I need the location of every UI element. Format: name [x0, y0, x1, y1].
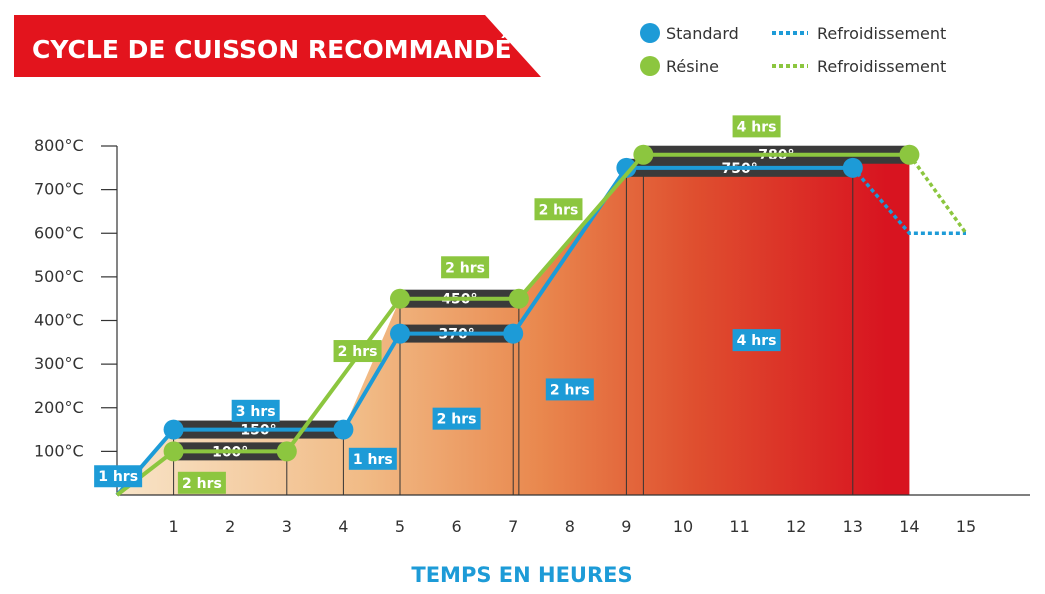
- duration-badge: [732, 329, 781, 352]
- legend-dot-resine: [640, 56, 660, 76]
- duration-label: 2 hrs: [338, 344, 378, 360]
- x-axis-label: TEMPS EN HEURES: [411, 563, 632, 587]
- x-tick-label: 10: [673, 517, 693, 536]
- series-marker: [899, 144, 920, 165]
- legend-label-cooling-standard: Refroidissement: [817, 24, 946, 43]
- series-marker: [333, 419, 354, 440]
- duration-badge: [333, 340, 382, 363]
- y-tick-label: 800°C: [34, 136, 84, 155]
- duration-label: 2 hrs: [437, 412, 477, 428]
- series-marker: [508, 288, 529, 309]
- duration-badge: [432, 407, 481, 430]
- x-tick-label: 6: [452, 517, 462, 536]
- legend-label-resine: Résine: [666, 57, 719, 76]
- y-tick-label: 100°C: [34, 441, 84, 460]
- series-marker: [390, 323, 410, 344]
- duration-badge: [177, 471, 226, 494]
- duration-badge: [348, 447, 397, 470]
- plot-area: 150°100°450°370°780°750°100°C200°C300°C4…: [34, 115, 1030, 536]
- legend-dot-standard: [640, 23, 660, 43]
- y-tick-label: 600°C: [34, 223, 84, 242]
- legend: Standard Résine Refroidissement Refroidi…: [640, 23, 946, 76]
- legend-label-cooling-resine: Refroidissement: [817, 57, 946, 76]
- chart-title: CYCLE DE CUISSON RECOMMANDÉ: [32, 35, 512, 64]
- x-tick-label: 7: [508, 517, 518, 536]
- y-tick-label: 500°C: [34, 267, 84, 286]
- duration-label: 2 hrs: [182, 476, 222, 492]
- y-tick-label: 400°C: [34, 311, 84, 330]
- cooling-line: [907, 153, 968, 235]
- x-tick-label: 13: [843, 517, 863, 536]
- x-tick-label: 12: [786, 517, 806, 536]
- duration-badge: [732, 115, 781, 138]
- series-marker: [276, 441, 297, 462]
- duration-label: 4 hrs: [737, 119, 777, 135]
- x-tick-label: 3: [282, 517, 292, 536]
- x-tick-label: 11: [729, 517, 749, 536]
- legend-label-standard: Standard: [666, 24, 739, 43]
- duration-label: 1 hrs: [353, 452, 393, 468]
- x-tick-label: 15: [956, 517, 976, 536]
- y-tick-label: 200°C: [34, 398, 84, 417]
- x-tick-label: 1: [169, 517, 179, 536]
- duration-badge: [231, 399, 280, 422]
- series-marker: [163, 419, 184, 440]
- duration-label: 2 hrs: [445, 260, 485, 276]
- series-marker: [503, 323, 524, 344]
- duration-label: 2 hrs: [539, 202, 579, 218]
- x-tick-label: 14: [899, 517, 919, 536]
- x-tick-label: 4: [338, 517, 348, 536]
- series-marker: [390, 288, 410, 309]
- duration-badge: [441, 256, 490, 279]
- series-marker: [633, 144, 654, 165]
- duration-label: 3 hrs: [236, 404, 276, 420]
- y-tick-label: 700°C: [34, 180, 84, 199]
- duration-badge: [94, 465, 143, 488]
- series-marker: [842, 157, 863, 178]
- x-tick-label: 2: [225, 517, 235, 536]
- duration-label: 4 hrs: [737, 333, 777, 349]
- series-marker: [616, 157, 637, 178]
- duration-label: 2 hrs: [550, 382, 590, 398]
- duration-badge: [534, 198, 583, 221]
- y-tick-label: 300°C: [34, 354, 84, 373]
- x-tick-label: 9: [621, 517, 631, 536]
- cooling-line: [851, 166, 966, 235]
- duration-label: 1 hrs: [98, 469, 138, 485]
- series-marker: [163, 441, 184, 462]
- x-tick-label: 8: [565, 517, 575, 536]
- duration-badge: [545, 378, 594, 401]
- title-banner: [14, 15, 541, 77]
- x-tick-label: 5: [395, 517, 405, 536]
